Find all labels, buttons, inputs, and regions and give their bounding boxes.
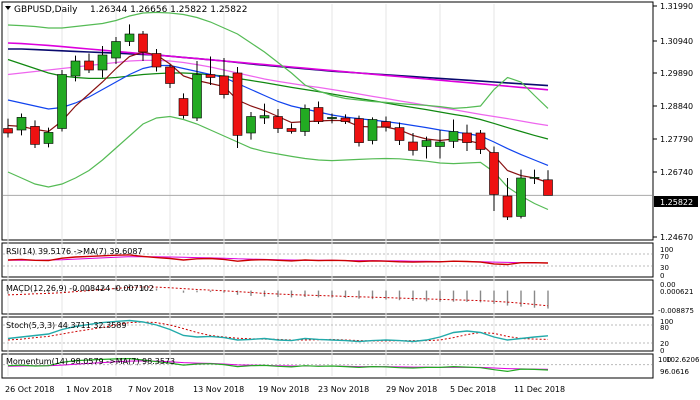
price-tick-label: 1.27790 bbox=[660, 135, 693, 144]
price-tick-label: 1.28840 bbox=[660, 102, 693, 111]
macd-level-label: 0.00 bbox=[660, 281, 676, 289]
candle-body bbox=[408, 141, 418, 151]
date-tick-label: 5 Dec 2018 bbox=[450, 385, 496, 394]
stoch-level-label: 0 bbox=[660, 347, 664, 355]
date-tick-label: 7 Nov 2018 bbox=[128, 385, 174, 394]
macd-label: MACD(12,26,9) -0.008424 -0.007102 bbox=[6, 284, 154, 293]
date-tick-label: 29 Nov 2018 bbox=[386, 385, 437, 394]
moving-average-line bbox=[7, 115, 549, 211]
date-tick-label: 1 Nov 2018 bbox=[66, 385, 112, 394]
momentum-level-label: 100 bbox=[658, 356, 671, 364]
moving-average-line bbox=[7, 11, 549, 110]
candle-body bbox=[543, 179, 553, 196]
price-series-layer bbox=[3, 4, 652, 376]
candle-body bbox=[367, 119, 378, 141]
candle-body bbox=[111, 41, 121, 59]
candle-body bbox=[165, 66, 175, 84]
moving-average-line bbox=[7, 58, 549, 140]
macd-pane[interactable] bbox=[1, 279, 654, 315]
rsi-level-label: 30 bbox=[660, 264, 669, 272]
date-tick-label: 23 Nov 2018 bbox=[318, 385, 369, 394]
candle-body bbox=[259, 115, 270, 119]
stoch-label: Stoch(5,3,3) 44.3711 32.3589 bbox=[6, 321, 126, 330]
current-price-label: 1.25822 bbox=[660, 198, 693, 207]
candle-body bbox=[327, 117, 337, 119]
date-tick-label: 13 Nov 2018 bbox=[193, 385, 244, 394]
collapse-triangle-icon[interactable] bbox=[5, 6, 11, 10]
candle-body bbox=[246, 116, 256, 134]
macd-series-layer bbox=[7, 284, 549, 309]
date-tick-label: 26 Oct 2018 bbox=[5, 385, 54, 394]
candle-body bbox=[502, 195, 513, 218]
candle-body bbox=[16, 117, 27, 131]
candle-body bbox=[57, 74, 67, 129]
rsi-series-layer bbox=[3, 253, 652, 267]
price-tick-label: 1.30940 bbox=[660, 37, 693, 46]
rsi-level-label: 0 bbox=[660, 272, 664, 280]
candle-body bbox=[381, 121, 391, 128]
stoch-pane[interactable] bbox=[1, 316, 654, 352]
candle-body bbox=[232, 72, 243, 136]
candle-body bbox=[138, 33, 148, 53]
ohlc-readout: 1.26344 1.26656 1.25822 1.25822 bbox=[90, 5, 247, 15]
candle-body bbox=[219, 75, 229, 95]
macd-level-label: -0.008875 bbox=[658, 307, 694, 315]
momentum-level-label: 96.0616 bbox=[660, 368, 689, 376]
candle-body bbox=[178, 98, 189, 116]
price-tick-label: 1.31990 bbox=[660, 2, 693, 11]
momentum-level-label: 102.6206 bbox=[666, 356, 700, 364]
candle-body bbox=[462, 132, 472, 143]
stoch-series-layer bbox=[3, 319, 652, 344]
candle-body bbox=[435, 141, 445, 147]
candle-body bbox=[529, 177, 540, 179]
candle-body bbox=[354, 118, 364, 143]
candle-body bbox=[300, 108, 310, 132]
candle-body bbox=[421, 140, 432, 147]
macd-level-label: 0.000621 bbox=[660, 288, 693, 296]
symbol-label: GBPUSD,Daily bbox=[14, 5, 78, 15]
momentum-series-layer bbox=[3, 357, 652, 373]
stoch-main-line bbox=[7, 319, 549, 343]
date-tick-label: 11 Dec 2018 bbox=[514, 385, 565, 394]
momentum-label: Momentum(14) 98.0579 ->MA(7) 98.3573 bbox=[6, 357, 175, 366]
rsi-label: RSI(14) 39.5176 ->MA(7) 39.6087 bbox=[6, 247, 143, 256]
candle-body bbox=[273, 116, 283, 129]
candle-body bbox=[70, 60, 81, 77]
stoch-level-label: 100 bbox=[660, 318, 673, 326]
price-tick-label: 1.26740 bbox=[660, 168, 693, 177]
candle-body bbox=[84, 60, 94, 71]
candle-body bbox=[489, 152, 499, 195]
stoch-level-label: 80 bbox=[660, 324, 669, 332]
candle-body bbox=[3, 128, 13, 134]
candle-body bbox=[192, 74, 202, 119]
candle-body bbox=[97, 54, 108, 71]
date-tick-label: 19 Nov 2018 bbox=[258, 385, 309, 394]
candle-body bbox=[394, 127, 405, 141]
moving-average-line bbox=[7, 42, 549, 91]
momentum-line bbox=[7, 357, 549, 373]
rsi-level-label: 100 bbox=[660, 246, 673, 254]
price-tick-label: 1.24670 bbox=[660, 233, 693, 242]
rsi-line bbox=[7, 254, 549, 266]
rsi-level-label: 70 bbox=[660, 253, 669, 261]
price-axis: 1.31990 1.30940 1.29890 1.28840 1.27790 … bbox=[653, 2, 693, 242]
stoch-level-label: 20 bbox=[660, 340, 669, 348]
candle-body bbox=[448, 131, 459, 142]
price-tick-label: 1.29890 bbox=[660, 69, 693, 78]
candle-body bbox=[124, 33, 135, 42]
current-price-marker bbox=[654, 196, 698, 207]
candle-body bbox=[286, 128, 297, 132]
candle-body bbox=[475, 132, 486, 150]
date-axis: 26 Oct 2018 1 Nov 2018 7 Nov 2018 13 Nov… bbox=[5, 385, 565, 394]
candle-body bbox=[43, 132, 54, 144]
candle-body bbox=[313, 107, 324, 122]
candle-body bbox=[205, 74, 216, 78]
candle-body bbox=[151, 53, 162, 68]
candle-body bbox=[516, 177, 526, 217]
candle-body bbox=[340, 117, 351, 122]
candle-body bbox=[30, 126, 40, 145]
